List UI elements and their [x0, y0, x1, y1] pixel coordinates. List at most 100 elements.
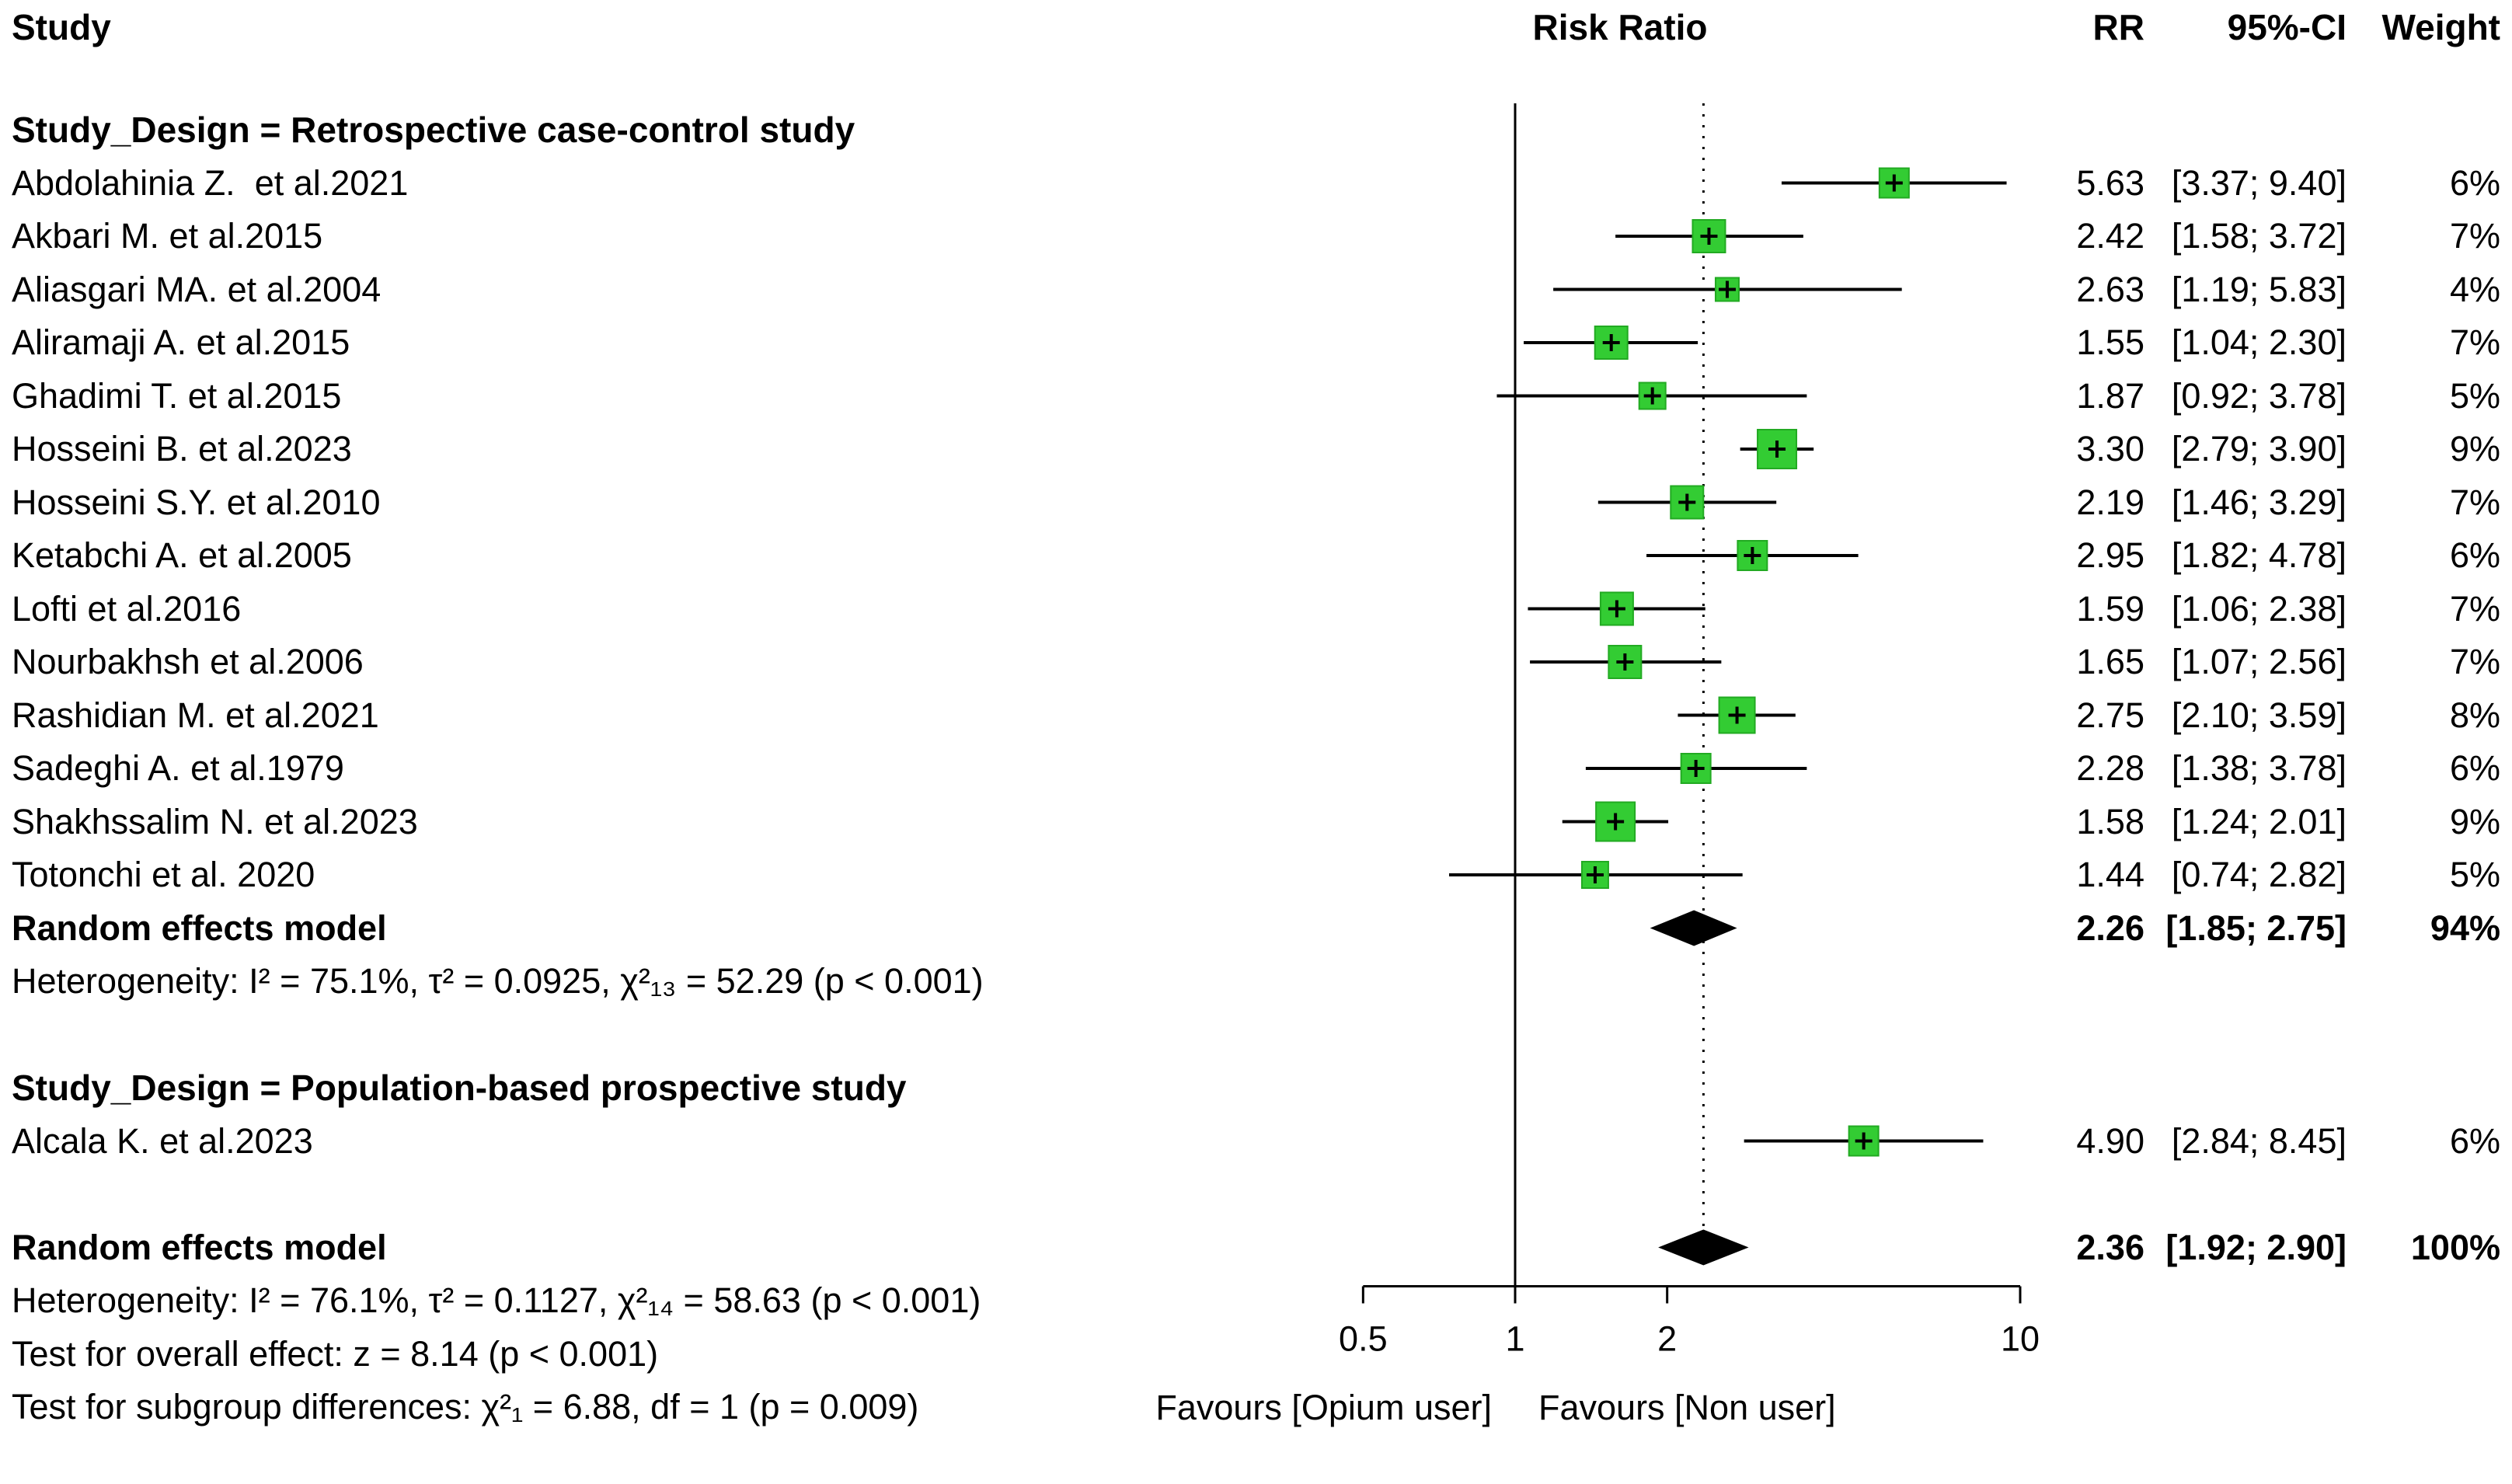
rr-value: 2.36: [2076, 1227, 2144, 1267]
study-row: Ketabchi A. et al.2005 2.95 [1.82; 4.78] 6%: [0, 529, 2512, 582]
study-row: Akbari M. et al.2015 2.42 [1.58; 3.72] 7%: [0, 210, 2512, 263]
favours-right-label: Favours [Non user]: [1538, 1388, 1836, 1427]
ci-value: [3.37; 9.40]: [2171, 162, 2347, 203]
ci-value: [1.19; 5.83]: [2171, 269, 2347, 309]
weight-value: 5%: [2449, 375, 2500, 416]
subgroup-title: Study_Design = Retrospective case-contro…: [12, 110, 855, 150]
study-row: Rashidian M. et al.2021 2.75 [2.10; 3.59] 8…: [0, 689, 2512, 742]
test-subgroup-row: Test for subgroup differences: χ²₁ = 6.8…: [0, 1381, 2512, 1433]
rr-value: 1.44: [2076, 855, 2144, 894]
study-name: Akbari M. et al.2015: [12, 216, 323, 256]
summary-row: Random effects model 2.36 [1.92; 2.90] 100%: [0, 1221, 2512, 1274]
study-row: Alcala K. et al.2023 4.90 [2.84; 8.45] 6%: [0, 1115, 2512, 1168]
study-name: Rashidian M. et al.2021: [12, 695, 379, 735]
ci-value: [0.74; 2.82]: [2171, 855, 2347, 894]
ci-value: [1.82; 4.78]: [2171, 535, 2347, 575]
study-row: Hosseini B. et al.2023 3.30 [2.79; 3.90] 9%: [0, 423, 2512, 476]
study-row: Aliramaji A. et al.2015 1.55 [1.04; 2.30] 7…: [0, 316, 2512, 369]
test-overall-text: Test for overall effect: z = 8.14 (p < 0…: [12, 1333, 659, 1374]
weight-value: 6%: [2449, 1120, 2500, 1161]
rr-value: 1.55: [2076, 322, 2144, 362]
weight-value: 7%: [2449, 322, 2500, 362]
heterogeneity-text: Heterogeneity: I² = 75.1%, τ² = 0.0925, …: [12, 961, 984, 1001]
x-axis-tick-label: 10: [2001, 1319, 2040, 1359]
study-name: Hosseini S.Y. et al.2010: [12, 482, 381, 522]
weight-value: 100%: [2410, 1227, 2500, 1267]
x-axis-tick-label: 2: [1657, 1319, 1677, 1359]
rr-value: 1.59: [2076, 588, 2144, 629]
ci-value: [2.10; 3.59]: [2171, 695, 2347, 735]
study-name: Ghadimi T. et al.2015: [12, 375, 342, 416]
study-name: Lofti et al.2016: [12, 588, 242, 629]
study-row: Shakhssalim N. et al.2023 1.58 [1.24; 2.01…: [0, 796, 2512, 848]
weight-value: 9%: [2449, 429, 2500, 469]
study-row: Abdolahinia Z. et al.2021 5.63 [3.37; 9.40…: [0, 157, 2512, 210]
test-subgroup-text: Test for subgroup differences: χ²₁ = 6.8…: [12, 1387, 919, 1427]
rr-value: 5.63: [2076, 162, 2144, 203]
rr-value: 2.19: [2076, 482, 2144, 522]
ci-value: [1.04; 2.30]: [2171, 322, 2347, 362]
rr-value: 1.65: [2076, 642, 2144, 681]
rr-value: 2.26: [2076, 907, 2144, 948]
weight-value: 5%: [2449, 855, 2500, 894]
study-row: Hosseini S.Y. et al.2010 2.19 [1.46; 3.29]…: [0, 476, 2512, 529]
rr-value: 3.30: [2076, 429, 2144, 469]
weight-value: 7%: [2449, 482, 2500, 522]
study-name: Hosseini B. et al.2023: [12, 429, 352, 469]
heterogeneity-row: Heterogeneity: I² = 75.1%, τ² = 0.0925, …: [0, 955, 2512, 1008]
weight-value: 6%: [2449, 535, 2500, 575]
weight-value: 6%: [2449, 748, 2500, 788]
study-name: Abdolahinia Z. et al.2021: [12, 162, 409, 203]
weight-value: 94%: [2430, 907, 2500, 948]
summary-diamond: [1650, 910, 1737, 946]
study-row: Ghadimi T. et al.2015 1.87 [0.92; 3.78] 5%: [0, 370, 2512, 423]
rr-value: 2.42: [2076, 216, 2144, 256]
column-header-study: Study: [12, 7, 111, 47]
column-header-risk-ratio: Risk Ratio: [1532, 7, 1708, 47]
weight-value: 9%: [2449, 801, 2500, 841]
ci-value: [1.46; 3.29]: [2171, 482, 2347, 522]
column-header-rr: RR: [2092, 7, 2144, 47]
study-row: Lofti et al.2016 1.59 [1.06; 2.38] 7%: [0, 583, 2512, 636]
favours-left-label: Favours [Opium user]: [1155, 1388, 1492, 1427]
summary-label: Random effects model: [12, 1227, 387, 1267]
overall-heterogeneity-text: Heterogeneity: I² = 76.1%, τ² = 0.1127, …: [12, 1280, 981, 1320]
study-row: Aliasgari MA. et al.2004 2.63 [1.19; 5.83]…: [0, 263, 2512, 316]
x-axis-tick-label: 1: [1505, 1319, 1524, 1359]
subgroup-title-row: Study_Design = Retrospective case-contro…: [0, 103, 2512, 156]
summary-row: Random effects model 2.26 [1.85; 2.75] 94%: [0, 902, 2512, 955]
rr-value: 2.63: [2076, 269, 2144, 309]
weight-value: 4%: [2449, 269, 2500, 309]
weight-value: 7%: [2449, 216, 2500, 256]
subgroup-title-row: Study_Design = Population-based prospect…: [0, 1061, 2512, 1114]
rr-value: 4.90: [2076, 1120, 2144, 1161]
rr-value: 1.87: [2076, 375, 2144, 416]
x-axis-tick-label: 0.5: [1339, 1319, 1388, 1359]
ci-value: [0.92; 3.78]: [2171, 375, 2347, 416]
ci-value: [1.38; 3.78]: [2171, 748, 2347, 788]
study-row: Nourbakhsh et al.2006 1.65 [1.07; 2.56] 7%: [0, 636, 2512, 688]
study-name: Aliramaji A. et al.2015: [12, 322, 350, 362]
study-name: Sadeghi A. et al.1979: [12, 748, 344, 788]
ci-value: [1.85; 2.75]: [2165, 907, 2347, 948]
effect-marker: [1638, 381, 1667, 410]
ci-value: [2.84; 8.45]: [2171, 1120, 2347, 1161]
weight-value: 6%: [2449, 162, 2500, 203]
ci-value: [2.79; 3.90]: [2171, 429, 2347, 469]
study-name: Alcala K. et al.2023: [12, 1120, 313, 1161]
ci-value: [1.06; 2.38]: [2171, 588, 2347, 629]
ci-value: [1.07; 2.56]: [2171, 642, 2347, 681]
rr-value: 2.75: [2076, 695, 2144, 735]
study-row: Sadeghi A. et al.1979 2.28 [1.38; 3.78] 6%: [0, 742, 2512, 795]
weight-value: 8%: [2449, 695, 2500, 735]
column-header-ci: 95%-CI: [2227, 7, 2347, 47]
test-overall-row: Test for overall effect: z = 8.14 (p < 0…: [0, 1328, 2512, 1381]
rr-value: 2.95: [2076, 535, 2144, 575]
ci-value: [1.58; 3.72]: [2171, 216, 2347, 256]
rr-value: 2.28: [2076, 748, 2144, 788]
study-name: Shakhssalim N. et al.2023: [12, 801, 418, 841]
subgroup-title: Study_Design = Population-based prospect…: [12, 1068, 907, 1108]
